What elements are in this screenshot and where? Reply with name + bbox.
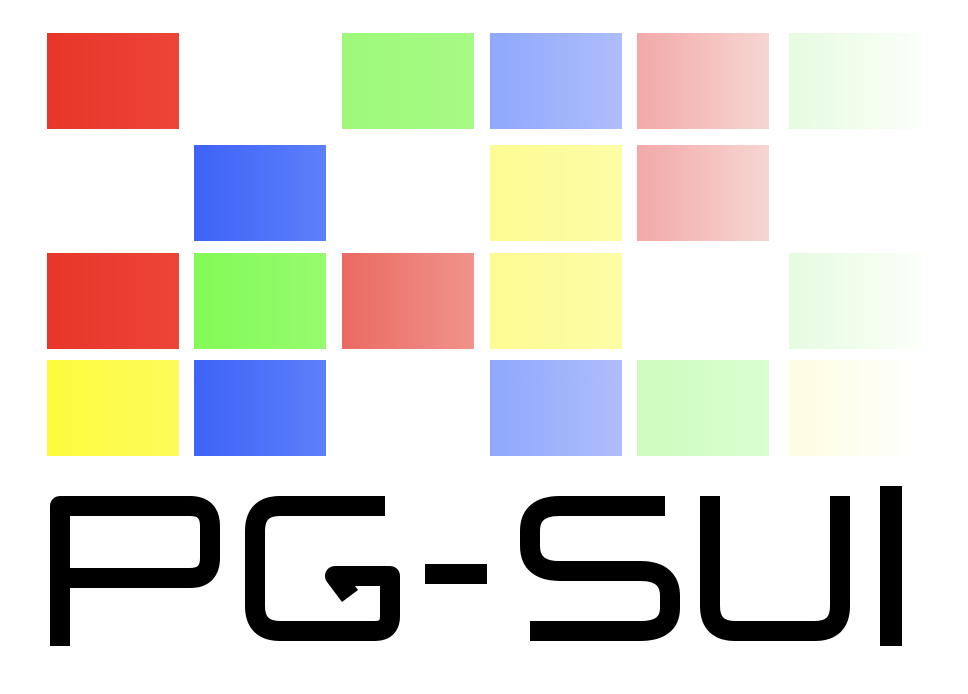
tile [490,360,622,456]
tile [342,33,474,129]
glyph-s [520,496,680,641]
tile [789,253,921,349]
tile [637,145,769,241]
tile [490,33,622,129]
glyph-u [700,496,850,641]
tile [490,253,622,349]
tile [789,360,921,456]
glyph-g [245,496,400,641]
glyph-hyphen [425,564,487,584]
tile [637,33,769,129]
glyph-p [50,496,220,646]
wordmark-glyphs [50,486,902,646]
wordmark [50,486,902,646]
glyph-i [880,486,902,646]
tile [490,145,622,241]
tile [194,253,326,349]
tile [47,253,179,349]
tile [47,360,179,456]
tile [47,33,179,129]
tile [637,360,769,456]
tile [342,253,474,349]
tile [194,360,326,456]
tile [194,145,326,241]
tile [789,33,921,129]
